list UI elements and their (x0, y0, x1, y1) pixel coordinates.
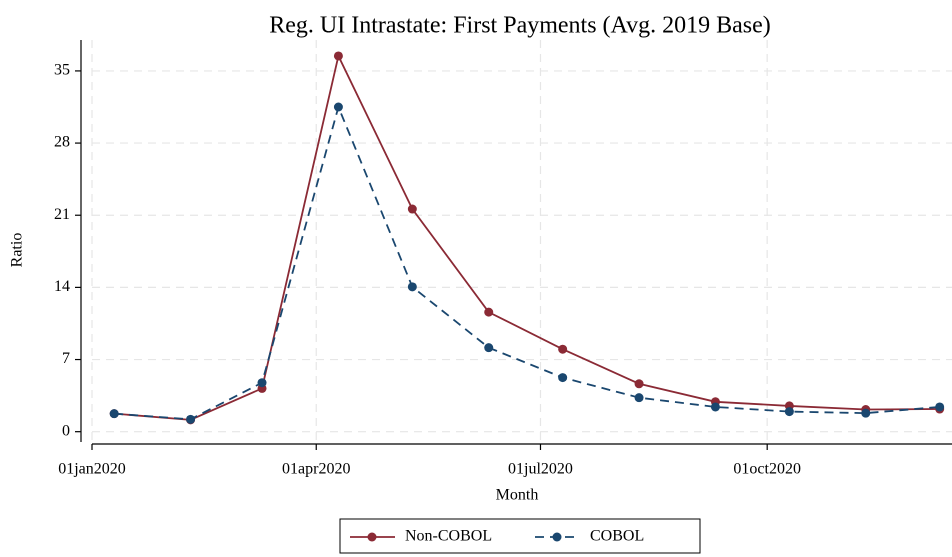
data-point (634, 379, 644, 389)
series-line (114, 104, 940, 421)
data-point (109, 409, 119, 419)
y-tick-label: 0 (62, 422, 70, 439)
legend-label: Non-COBOL (405, 528, 492, 545)
data-point (558, 373, 568, 383)
series-line (114, 53, 940, 421)
x-tick-label: 01jul2020 (508, 461, 573, 478)
y-tick-label: 28 (54, 134, 70, 151)
y-tick-label: 7 (62, 350, 70, 367)
x-tick-label: 01oct2020 (733, 461, 801, 478)
data-point (935, 402, 945, 412)
data-point (558, 344, 568, 354)
data-point (333, 102, 343, 112)
legend-marker (367, 532, 377, 542)
data-point (861, 408, 871, 418)
data-point (333, 51, 343, 61)
y-axis-title: Ratio (9, 233, 26, 268)
data-point (257, 378, 267, 388)
data-point (407, 204, 417, 214)
data-point (484, 343, 494, 353)
y-tick-label: 35 (54, 62, 70, 79)
data-point (186, 414, 196, 424)
x-tick-label: 01apr2020 (282, 461, 350, 478)
data-point (484, 307, 494, 317)
data-point (784, 407, 794, 417)
y-tick-label: 21 (54, 206, 70, 223)
legend-marker (552, 532, 562, 542)
data-point (710, 402, 720, 412)
y-tick-label: 14 (54, 278, 70, 295)
legend-label: COBOL (590, 528, 644, 545)
chart-title: Reg. UI Intrastate: First Payments (Avg.… (269, 13, 770, 39)
data-point (407, 282, 417, 292)
x-tick-label: 01jan2020 (58, 461, 126, 478)
data-point (634, 393, 644, 403)
legend-box (339, 518, 701, 554)
x-axis-title: Month (496, 487, 539, 504)
